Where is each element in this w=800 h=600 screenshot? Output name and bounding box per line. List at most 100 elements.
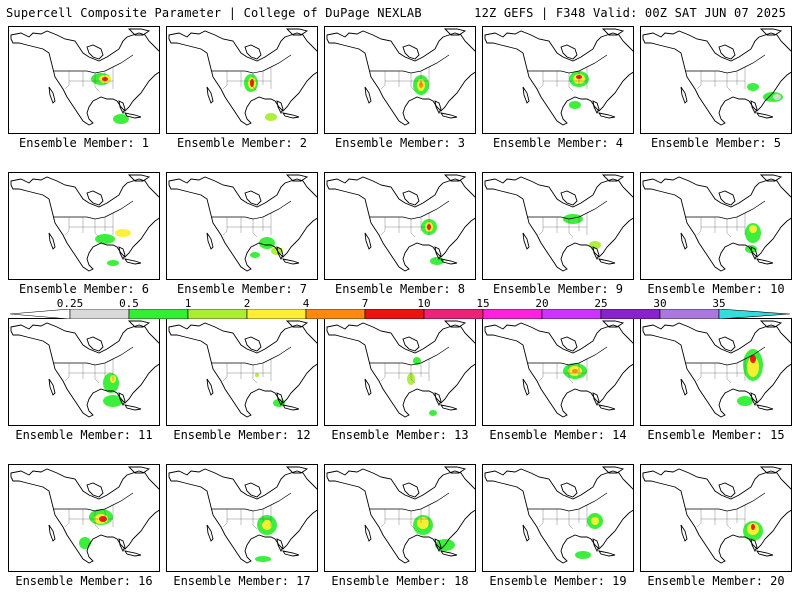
- coastline: [285, 320, 309, 328]
- coastline: [718, 190, 736, 206]
- state-border: [726, 511, 732, 530]
- coastline: [86, 44, 104, 60]
- state-border: [380, 71, 386, 90]
- coastline: [206, 524, 214, 542]
- coastline: [168, 30, 317, 126]
- state-border: [538, 363, 544, 382]
- state-border: [64, 363, 70, 382]
- coastline: [206, 378, 214, 396]
- coastline: [560, 336, 578, 352]
- scp-shading: [417, 517, 429, 529]
- state-border: [94, 219, 100, 238]
- coastline: [276, 100, 284, 115]
- coastline: [118, 392, 126, 407]
- map-title: Supercell Composite Parameter | College …: [6, 6, 422, 20]
- state-border: [252, 219, 258, 238]
- ensemble-map-panel: [482, 464, 634, 572]
- coastline: [440, 550, 458, 557]
- state-border: [538, 217, 544, 236]
- coastline: [434, 538, 442, 553]
- scp-shading: [591, 517, 599, 525]
- coastline: [443, 320, 467, 328]
- north-america-map: [326, 466, 475, 564]
- north-america-map: [10, 28, 159, 126]
- coastline: [756, 258, 774, 265]
- ensemble-map-panel: [166, 26, 318, 134]
- scp-shading: [575, 551, 591, 559]
- scp-shading: [79, 537, 91, 549]
- colorbar-tick-label: 25: [594, 297, 608, 310]
- scp-shading: [569, 101, 581, 109]
- colorbar-segment: [600, 309, 661, 319]
- coastline: [484, 468, 633, 564]
- north-america-map: [642, 466, 791, 564]
- coastline: [592, 246, 600, 261]
- coastline: [443, 28, 467, 36]
- north-america-map: [10, 174, 159, 272]
- coastline: [402, 482, 420, 498]
- country-border: [369, 346, 450, 366]
- scp-shading: [589, 241, 601, 249]
- coastline: [124, 550, 142, 557]
- north-america-map: [168, 320, 317, 418]
- ensemble-map-panel: [324, 464, 476, 572]
- coastline: [282, 404, 300, 411]
- country-border: [53, 346, 134, 366]
- colorbar-tick-label: 20: [535, 297, 549, 310]
- state-border: [696, 509, 702, 528]
- ensemble-map-panel: [8, 172, 160, 280]
- coastline: [522, 232, 530, 250]
- north-america-map: [326, 174, 475, 272]
- coastline: [244, 482, 262, 498]
- state-border: [252, 73, 258, 92]
- ensemble-member-label: Ensemble Member: 10: [647, 282, 785, 296]
- coastline: [756, 112, 774, 119]
- scp-shading: [749, 225, 757, 233]
- country-border: [685, 492, 766, 512]
- coastline: [168, 322, 317, 418]
- scp-shading: [255, 373, 259, 377]
- state-border: [696, 217, 702, 236]
- colorbar-min-arrow: [10, 309, 71, 319]
- state-border: [252, 365, 258, 384]
- ensemble-member-label: Ensemble Member: 12: [173, 428, 311, 442]
- coastline: [118, 246, 126, 261]
- coastline: [440, 112, 458, 119]
- ensemble-member-label: Ensemble Member: 7: [176, 282, 308, 296]
- coastline: [364, 86, 372, 104]
- coastline: [680, 378, 688, 396]
- state-border: [94, 365, 100, 384]
- scp-shading: [255, 556, 271, 562]
- scp-shading: [773, 94, 781, 100]
- coastline: [522, 378, 530, 396]
- coastline: [168, 468, 317, 564]
- state-border: [252, 511, 258, 530]
- scp-shading: [95, 234, 115, 244]
- north-america-map: [168, 174, 317, 272]
- north-america-map: [326, 28, 475, 126]
- coastline: [759, 320, 783, 328]
- coastline: [10, 30, 159, 126]
- colorbar-segment: [482, 309, 543, 319]
- coastline: [680, 232, 688, 250]
- north-america-map: [10, 320, 159, 418]
- coastline: [282, 550, 300, 557]
- coastline: [642, 176, 791, 272]
- ensemble-member-label: Ensemble Member: 2: [176, 136, 308, 150]
- country-border: [369, 200, 450, 220]
- coastline: [592, 100, 600, 115]
- north-america-map: [642, 320, 791, 418]
- north-america-map: [484, 320, 633, 418]
- coastline: [440, 404, 458, 411]
- coastline: [168, 176, 317, 272]
- state-border: [380, 509, 386, 528]
- coastline: [206, 86, 214, 104]
- scp-shading: [747, 83, 759, 91]
- colorbar-tick-label: 7: [361, 297, 369, 310]
- scp-shading: [262, 520, 272, 530]
- state-border: [568, 511, 574, 530]
- ensemble-map-panel: [482, 318, 634, 426]
- country-border: [211, 346, 292, 366]
- state-border: [222, 509, 228, 528]
- coastline: [285, 466, 309, 474]
